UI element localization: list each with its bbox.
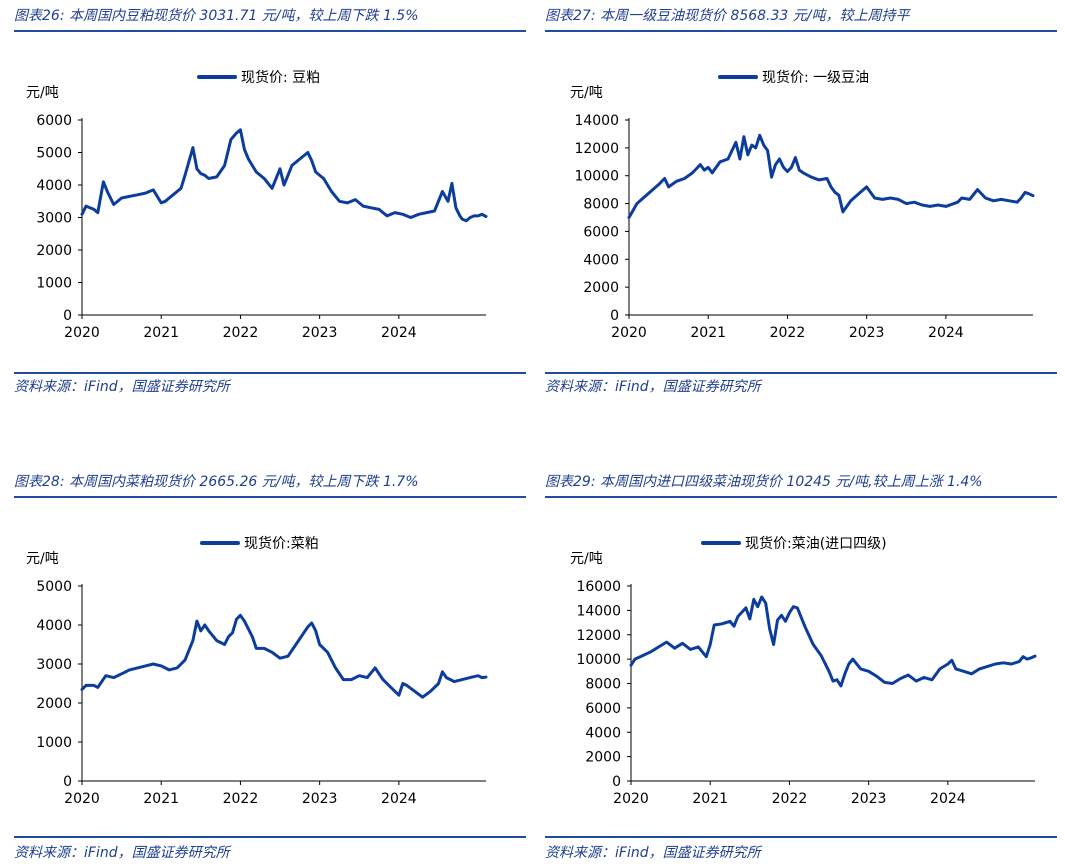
y-tick-label: 3000 <box>36 657 72 673</box>
x-tick-label: 2022 <box>223 791 259 807</box>
legend-label: 现货价: 豆粕 <box>241 69 320 86</box>
y-tick-label: 14000 <box>576 603 621 619</box>
title-divider <box>545 496 1057 498</box>
series-line <box>80 128 488 223</box>
series-line <box>629 595 1037 688</box>
chart-title: 图表26: 本周国内豆粕现货价 3031.71 元/吨，较上周下跌 1.5% <box>14 8 419 24</box>
title-divider <box>14 30 526 32</box>
x-tick-label: 2020 <box>64 791 100 807</box>
y-tick-label: 12000 <box>574 141 619 157</box>
x-tick-label: 2021 <box>692 791 728 807</box>
source-divider <box>545 372 1057 374</box>
x-tick-label: 2021 <box>690 325 726 341</box>
y-tick-label: 14000 <box>574 113 619 129</box>
y-tick-label: 0 <box>63 774 72 790</box>
y-tick-label: 8000 <box>583 197 619 213</box>
x-tick-label: 2022 <box>770 325 806 341</box>
chart-title: 图表27: 本周一级豆油现货价 8568.33 元/吨，较上周持平 <box>545 8 910 24</box>
y-tick-label: 4000 <box>583 252 619 268</box>
y-tick-label: 6000 <box>585 701 621 717</box>
chart-panel-rapeseed-oil: 图表29: 本周国内进口四级菜油现货价 10245 元/吨,较上周上涨 1.4%… <box>545 466 1057 864</box>
x-tick-label: 2021 <box>143 325 179 341</box>
x-tick-label: 2023 <box>849 325 885 341</box>
series-line <box>80 613 488 699</box>
x-tick-label: 2022 <box>223 325 259 341</box>
source-note: 资料来源：iFind，国盛证券研究所 <box>545 845 761 861</box>
y-tick-label: 4000 <box>36 178 72 194</box>
line-chart: 元/吨 现货价:菜粕 0 1000 2000 3000 4000 5000 2020 2021 20… <box>26 535 488 807</box>
y-tick-label: 5000 <box>36 146 72 162</box>
source-note: 资料来源：iFind，国盛证券研究所 <box>14 845 230 861</box>
y-axis-unit-label: 元/吨 <box>570 85 603 101</box>
y-tick-label: 6000 <box>36 113 72 129</box>
x-tick-label: 2020 <box>613 791 649 807</box>
x-tick-label: 2022 <box>772 791 808 807</box>
chart-panel-soybean-meal: 图表26: 本周国内豆粕现货价 3031.71 元/吨，较上周下跌 1.5% 元… <box>14 0 526 400</box>
y-tick-label: 12000 <box>576 628 621 644</box>
y-tick-label: 6000 <box>583 224 619 240</box>
legend-label: 现货价:菜油(进口四级) <box>745 535 887 552</box>
chart-panel-soybean-oil: 图表27: 本周一级豆油现货价 8568.33 元/吨，较上周持平 元/吨 现货价… <box>545 0 1057 400</box>
x-tick-label: 2024 <box>381 325 417 341</box>
x-tick-label: 2023 <box>851 791 887 807</box>
source-divider <box>14 836 526 838</box>
y-tick-label: 3000 <box>36 211 72 227</box>
source-note: 资料来源：iFind，国盛证券研究所 <box>14 379 230 395</box>
series-line <box>627 133 1035 219</box>
x-tick-label: 2024 <box>381 791 417 807</box>
y-tick-label: 10000 <box>576 652 621 668</box>
title-divider <box>14 496 526 498</box>
y-tick-label: 2000 <box>36 696 72 712</box>
x-tick-label: 2023 <box>302 791 338 807</box>
y-tick-label: 0 <box>612 774 621 790</box>
y-tick-label: 4000 <box>585 725 621 741</box>
x-tick-label: 2023 <box>302 325 338 341</box>
y-tick-label: 2000 <box>585 750 621 766</box>
y-tick-label: 1000 <box>36 276 72 292</box>
y-tick-label: 2000 <box>583 280 619 296</box>
legend-label: 现货价: 一级豆油 <box>762 69 869 86</box>
y-tick-label: 0 <box>63 308 72 324</box>
x-tick-label: 2020 <box>64 325 100 341</box>
legend-label: 现货价:菜粕 <box>244 535 319 552</box>
chart-title: 图表29: 本周国内进口四级菜油现货价 10245 元/吨,较上周上涨 1.4% <box>545 474 983 490</box>
x-tick-label: 2021 <box>143 791 179 807</box>
y-tick-label: 10000 <box>574 169 619 185</box>
y-axis-unit-label: 元/吨 <box>26 551 59 567</box>
title-divider <box>545 30 1057 32</box>
y-tick-label: 16000 <box>576 579 621 595</box>
chart-title: 图表28: 本周国内菜粕现货价 2665.26 元/吨，较上周下跌 1.7% <box>14 474 419 490</box>
chart-panel-rapeseed-meal: 图表28: 本周国内菜粕现货价 2665.26 元/吨，较上周下跌 1.7% 元… <box>14 466 526 864</box>
source-note: 资料来源：iFind，国盛证券研究所 <box>545 379 761 395</box>
line-chart: 元/吨 现货价: 一级豆油 0 2000 4000 6000 8000 10000 12000 1… <box>570 69 1035 341</box>
y-tick-label: 8000 <box>585 677 621 693</box>
source-divider <box>545 836 1057 838</box>
y-tick-label: 5000 <box>36 579 72 595</box>
source-divider <box>14 372 526 374</box>
line-chart: 元/吨 现货价:菜油(进口四级) 0 2000 4000 6000 8000 10000 120… <box>570 535 1037 807</box>
x-tick-label: 2024 <box>930 791 966 807</box>
y-tick-label: 4000 <box>36 618 72 634</box>
y-tick-label: 1000 <box>36 735 72 751</box>
y-tick-label: 2000 <box>36 243 72 259</box>
x-tick-label: 2020 <box>611 325 647 341</box>
y-tick-label: 0 <box>610 308 619 324</box>
x-tick-label: 2024 <box>928 325 964 341</box>
line-chart: 元/吨 现货价: 豆粕 0 1000 2000 3000 4000 5000 6000 2020 2… <box>26 69 488 341</box>
y-axis-unit-label: 元/吨 <box>26 85 59 101</box>
y-axis-unit-label: 元/吨 <box>570 551 603 567</box>
